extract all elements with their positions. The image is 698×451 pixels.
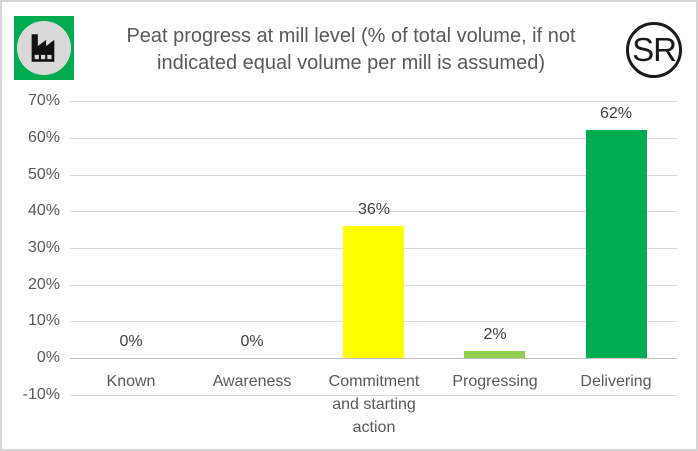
data-label: 0% bbox=[119, 333, 143, 350]
chart-title-line-2: indicated equal volume per mill is assum… bbox=[157, 52, 545, 74]
y-gridline bbox=[70, 211, 677, 212]
x-axis-category-label: Awareness bbox=[212, 373, 292, 390]
factory-icon bbox=[31, 34, 55, 62]
y-axis-tick-label: 0% bbox=[36, 349, 60, 366]
chart-title-line-1: Peat progress at mill level (% of total … bbox=[126, 25, 576, 47]
data-label: 2% bbox=[483, 326, 507, 343]
y-axis-tick-label: 70% bbox=[27, 92, 60, 109]
y-axis-tick-label: 40% bbox=[27, 202, 60, 219]
x-axis-category-label: Delivering bbox=[580, 373, 652, 390]
sr-logo: SR bbox=[626, 22, 682, 78]
y-axis-tick-label: 50% bbox=[27, 166, 60, 183]
y-gridline bbox=[70, 395, 677, 396]
mill-icon-circle bbox=[17, 21, 71, 75]
bar-progressing bbox=[464, 351, 525, 358]
y-gridline bbox=[70, 175, 677, 176]
sr-logo-text: SR bbox=[632, 31, 677, 68]
y-axis-tick-label: 30% bbox=[27, 239, 60, 256]
chart-title: Peat progress at mill level (% of total … bbox=[2, 23, 696, 77]
y-axis-tick-label: 20% bbox=[27, 276, 60, 293]
y-axis-tick-label: 10% bbox=[27, 312, 60, 329]
x-axis-category-label: Known bbox=[106, 373, 156, 390]
y-gridline bbox=[70, 101, 677, 102]
data-label: 36% bbox=[357, 201, 391, 218]
data-label: 62% bbox=[599, 105, 633, 122]
y-axis-tick-label: 60% bbox=[27, 129, 60, 146]
x-axis-category-label: Commitment and starting action bbox=[328, 373, 420, 436]
y-axis-tick-label: -10% bbox=[22, 386, 60, 403]
x-axis-category-label: Progressing bbox=[452, 373, 538, 390]
bar-commitment-and-starting-action bbox=[343, 226, 404, 358]
x-axis-line bbox=[70, 358, 677, 359]
data-label: 0% bbox=[240, 333, 264, 350]
mill-icon-badge bbox=[14, 16, 74, 80]
bar-delivering bbox=[586, 130, 647, 358]
y-gridline bbox=[70, 138, 677, 139]
